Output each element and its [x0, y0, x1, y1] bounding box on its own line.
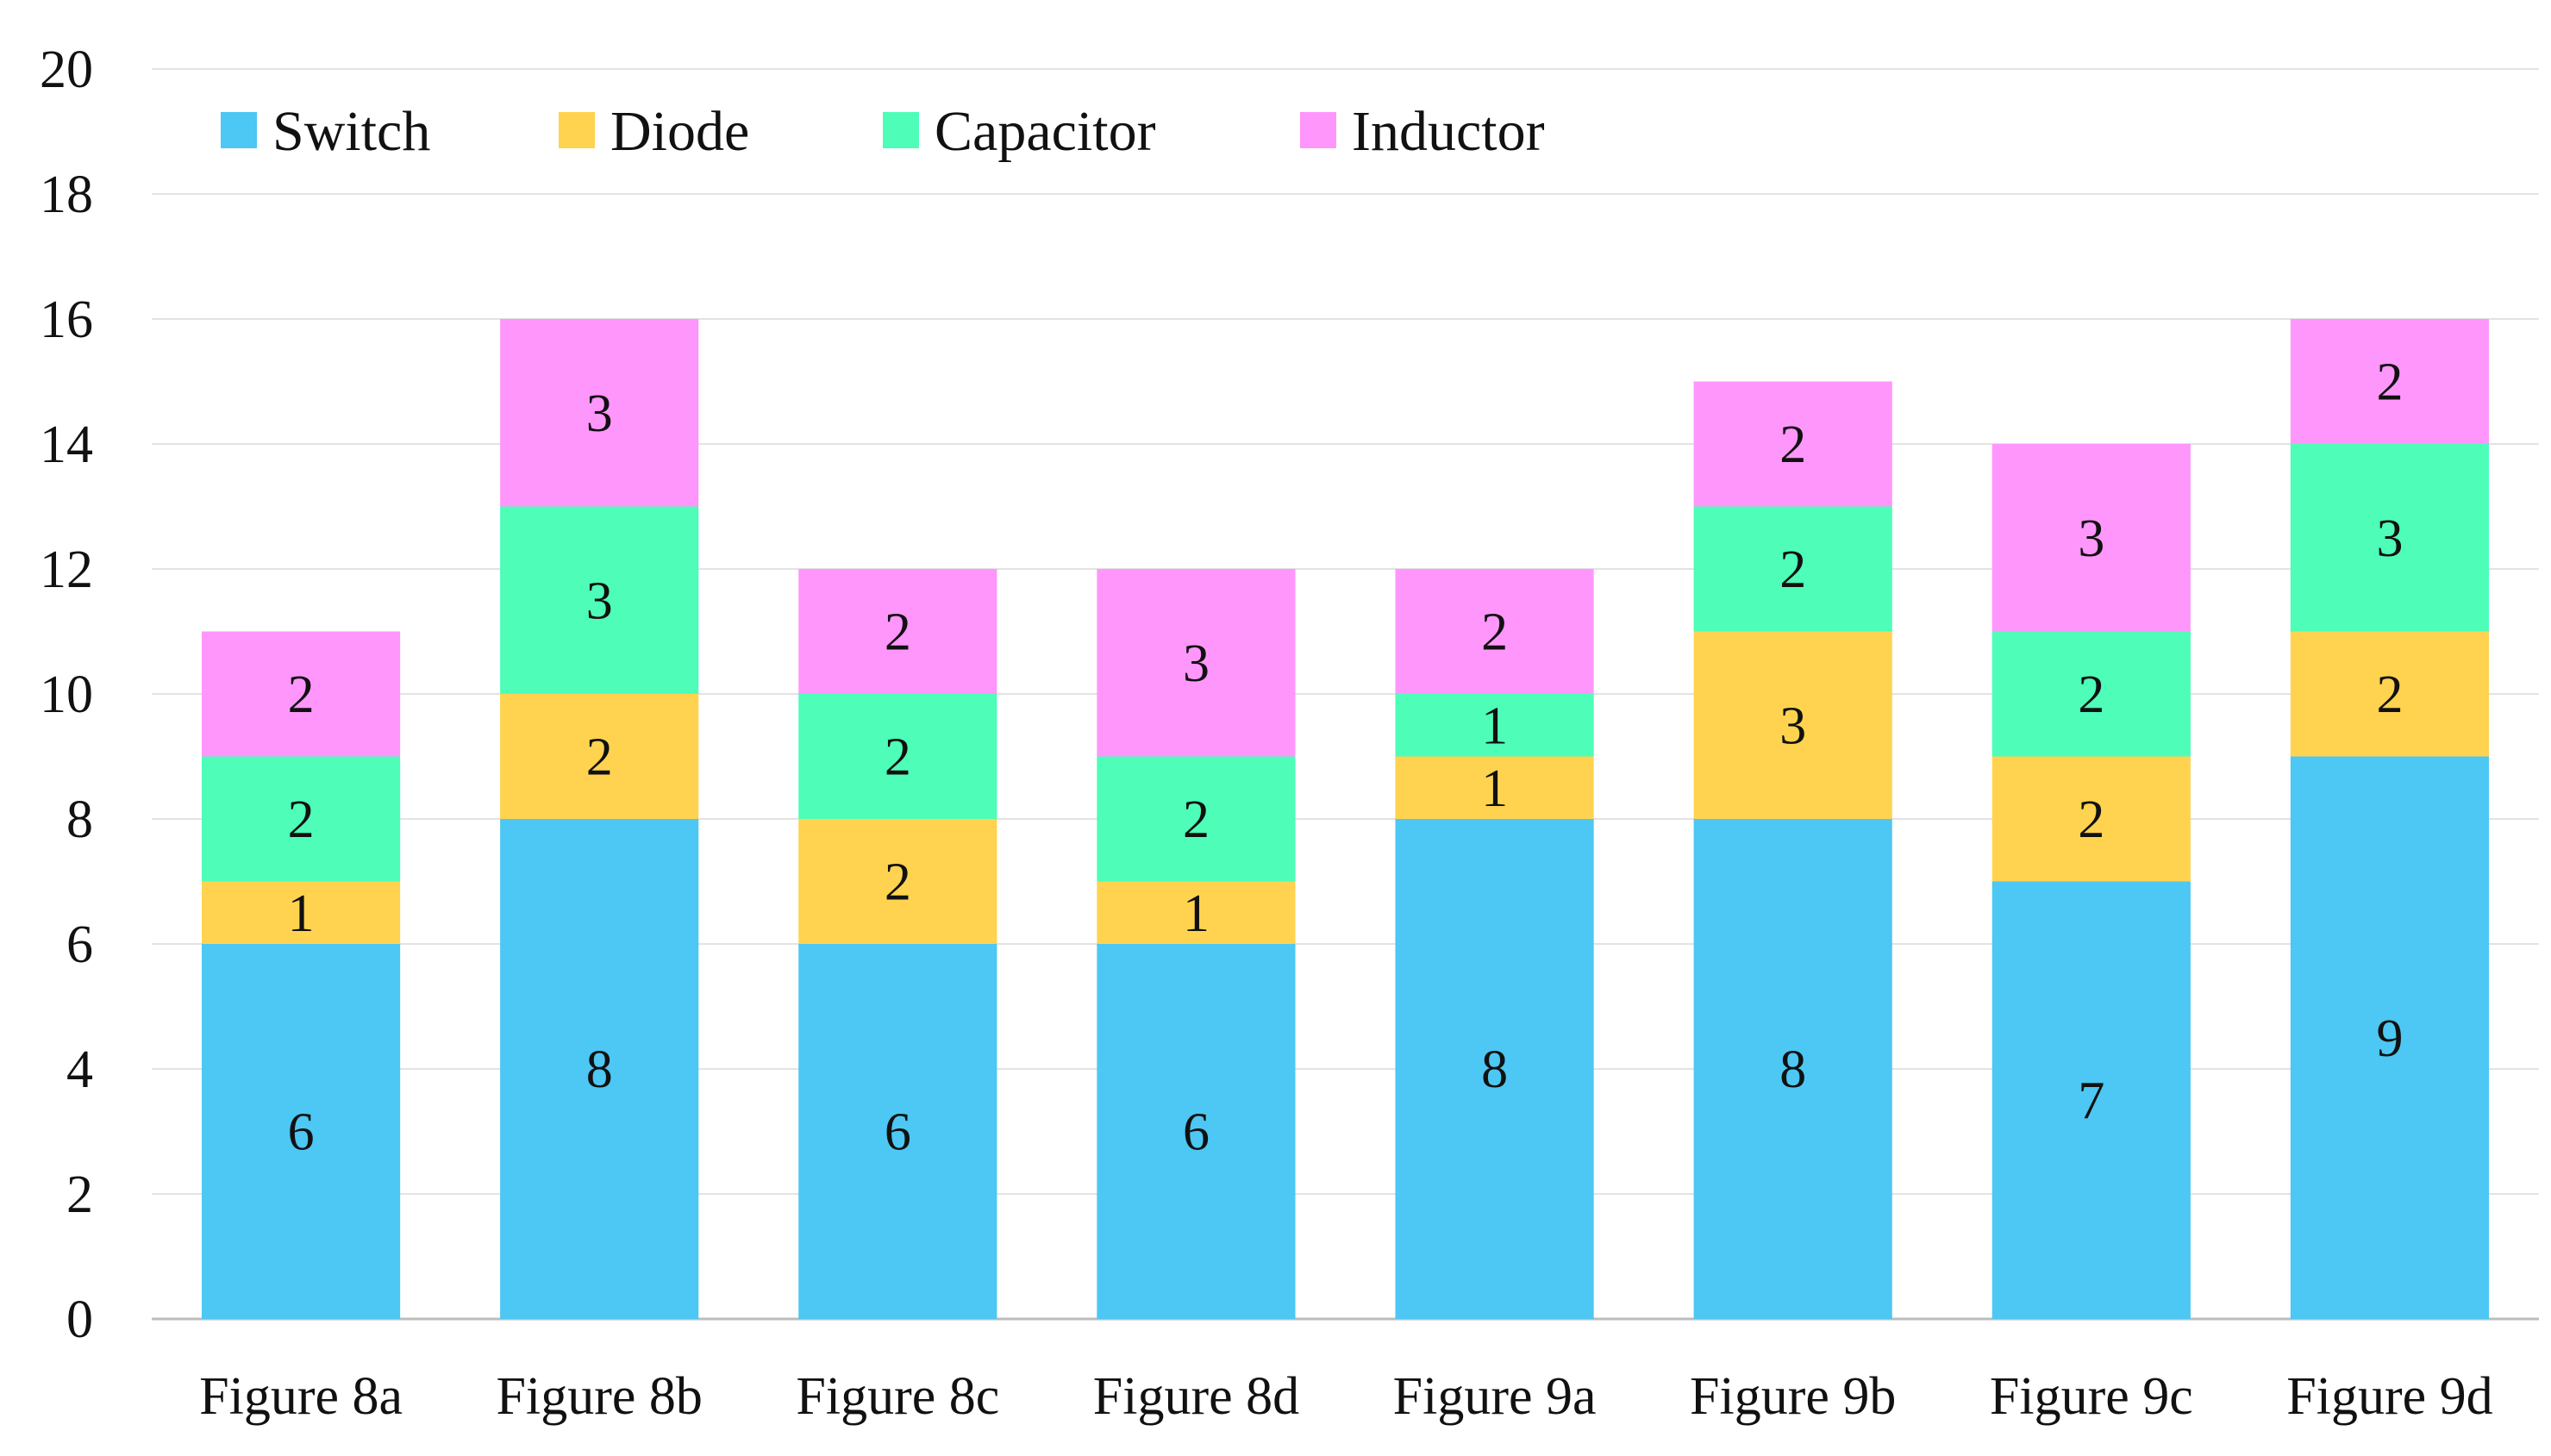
data-label-capacitor: 2 [885, 728, 911, 787]
bar-segment-diode-2 [500, 694, 699, 819]
bar-segment-capacitor-4 [1097, 756, 1296, 882]
bar-segment-switch-3 [798, 944, 997, 1319]
legend-label-inductor: Inductor [1352, 100, 1545, 163]
bar-segment-diode-7 [1991, 756, 2191, 882]
data-label-capacitor: 2 [1183, 790, 1210, 849]
legend-swatch-diode [559, 112, 595, 148]
data-label-switch: 8 [1779, 1040, 1806, 1099]
legend-swatch-switch [221, 112, 257, 148]
bar-segment-inductor-3 [798, 569, 997, 694]
data-label-inductor: 3 [586, 384, 613, 443]
legend: Switch Diode Capacitor Inductor [221, 100, 1545, 163]
data-label-capacitor: 2 [1779, 541, 1806, 599]
legend-swatch-capacitor [883, 112, 919, 148]
bar-segment-capacitor-5 [1395, 694, 1594, 757]
data-label-diode: 1 [288, 884, 315, 943]
x-tick-label: Figure 8a [199, 1367, 403, 1426]
bar-segment-inductor-8 [2290, 319, 2490, 444]
bar-segment-switch-4 [1097, 944, 1296, 1319]
x-tick-label: Figure 9c [1990, 1367, 2193, 1426]
data-label-switch: 6 [1183, 1103, 1210, 1162]
data-label-capacitor: 3 [2376, 509, 2403, 568]
bar-segment-diode-4 [1097, 881, 1296, 944]
bar-segment-capacitor-7 [1991, 631, 2191, 757]
legend-label-capacitor: Capacitor [935, 100, 1156, 163]
data-label-inductor: 2 [1481, 603, 1508, 662]
x-tick-label: Figure 8c [796, 1367, 999, 1426]
bar-segment-capacitor-8 [2290, 444, 2490, 632]
data-label-capacitor: 3 [586, 572, 613, 630]
data-label-diode: 2 [885, 853, 911, 912]
bar-segment-inductor-5 [1395, 569, 1594, 694]
bar-segment-switch-1 [201, 944, 401, 1319]
bar-segment-inductor-4 [1097, 569, 1296, 757]
x-tick-label: Figure 9b [1690, 1367, 1896, 1426]
data-label-inductor: 2 [1779, 416, 1806, 474]
data-label-switch: 8 [586, 1040, 613, 1099]
data-label-diode: 2 [586, 728, 613, 787]
y-tick-label: 18 [40, 166, 93, 224]
bar-segment-diode-1 [201, 881, 401, 944]
y-tick-label: 0 [66, 1290, 93, 1349]
data-label-inductor: 3 [2078, 509, 2104, 568]
data-label-capacitor: 1 [1481, 697, 1508, 755]
bar-segment-diode-3 [798, 819, 997, 944]
bar-segment-capacitor-3 [798, 694, 997, 819]
bar-segment-diode-5 [1395, 756, 1594, 819]
data-label-inductor: 2 [288, 666, 315, 724]
data-label-switch: 8 [1481, 1040, 1508, 1099]
bar-segment-diode-6 [1693, 631, 1892, 819]
x-tick-label: Figure 9a [1393, 1367, 1597, 1426]
bar-segment-capacitor-2 [500, 506, 699, 694]
bar-segment-switch-6 [1693, 819, 1892, 1319]
y-tick-label: 12 [40, 541, 93, 599]
data-label-diode: 3 [1779, 697, 1806, 755]
bar-segment-inductor-7 [1991, 444, 2191, 632]
data-label-switch: 6 [288, 1103, 315, 1162]
data-label-diode: 2 [2376, 666, 2403, 724]
legend-label-switch: Switch [272, 100, 430, 163]
y-tick-label: 8 [66, 790, 93, 849]
legend-label-diode: Diode [610, 100, 749, 163]
bar-segment-switch-8 [2290, 756, 2490, 1319]
data-label-switch: 7 [2078, 1072, 2104, 1130]
x-tick-label: Figure 8b [497, 1367, 703, 1426]
y-axis-ticks: 0 2 4 6 8 10 12 14 16 18 20 [40, 41, 93, 1349]
data-label-switch: 9 [2376, 1009, 2403, 1068]
y-tick-label: 4 [66, 1040, 93, 1099]
x-tick-label: Figure 9d [2286, 1367, 2492, 1426]
x-tick-label: Figure 8d [1093, 1367, 1299, 1426]
data-label-inductor: 2 [2376, 353, 2403, 412]
data-label-capacitor: 2 [288, 790, 315, 849]
data-label-inductor: 2 [885, 603, 911, 662]
bar-segment-switch-5 [1395, 819, 1594, 1319]
bar-segment-capacitor-1 [201, 756, 401, 882]
y-tick-label: 16 [40, 291, 93, 349]
data-label-diode: 1 [1183, 884, 1210, 943]
bar-segment-switch-7 [1991, 881, 2191, 1319]
bar-segment-inductor-6 [1693, 381, 1892, 507]
data-label-capacitor: 2 [2078, 666, 2104, 724]
bar-segment-inductor-1 [201, 631, 401, 757]
legend-swatch-inductor [1300, 112, 1336, 148]
y-tick-label: 2 [66, 1165, 93, 1224]
bar-segment-capacitor-6 [1693, 506, 1892, 632]
y-tick-label: 20 [40, 41, 93, 99]
y-tick-label: 14 [40, 416, 93, 474]
bars [201, 319, 2490, 1319]
y-tick-label: 6 [66, 915, 93, 974]
data-label-diode: 1 [1481, 759, 1508, 818]
data-label-inductor: 3 [1183, 634, 1210, 693]
bar-segment-switch-2 [500, 819, 699, 1319]
data-label-switch: 6 [885, 1103, 911, 1162]
bar-segment-inductor-2 [500, 319, 699, 507]
x-axis-ticks: Figure 8a Figure 8b Figure 8c Figure 8d Figu… [199, 1367, 2493, 1426]
y-tick-label: 10 [40, 666, 93, 724]
data-label-diode: 2 [2078, 790, 2104, 849]
bar-segment-diode-8 [2290, 631, 2490, 757]
